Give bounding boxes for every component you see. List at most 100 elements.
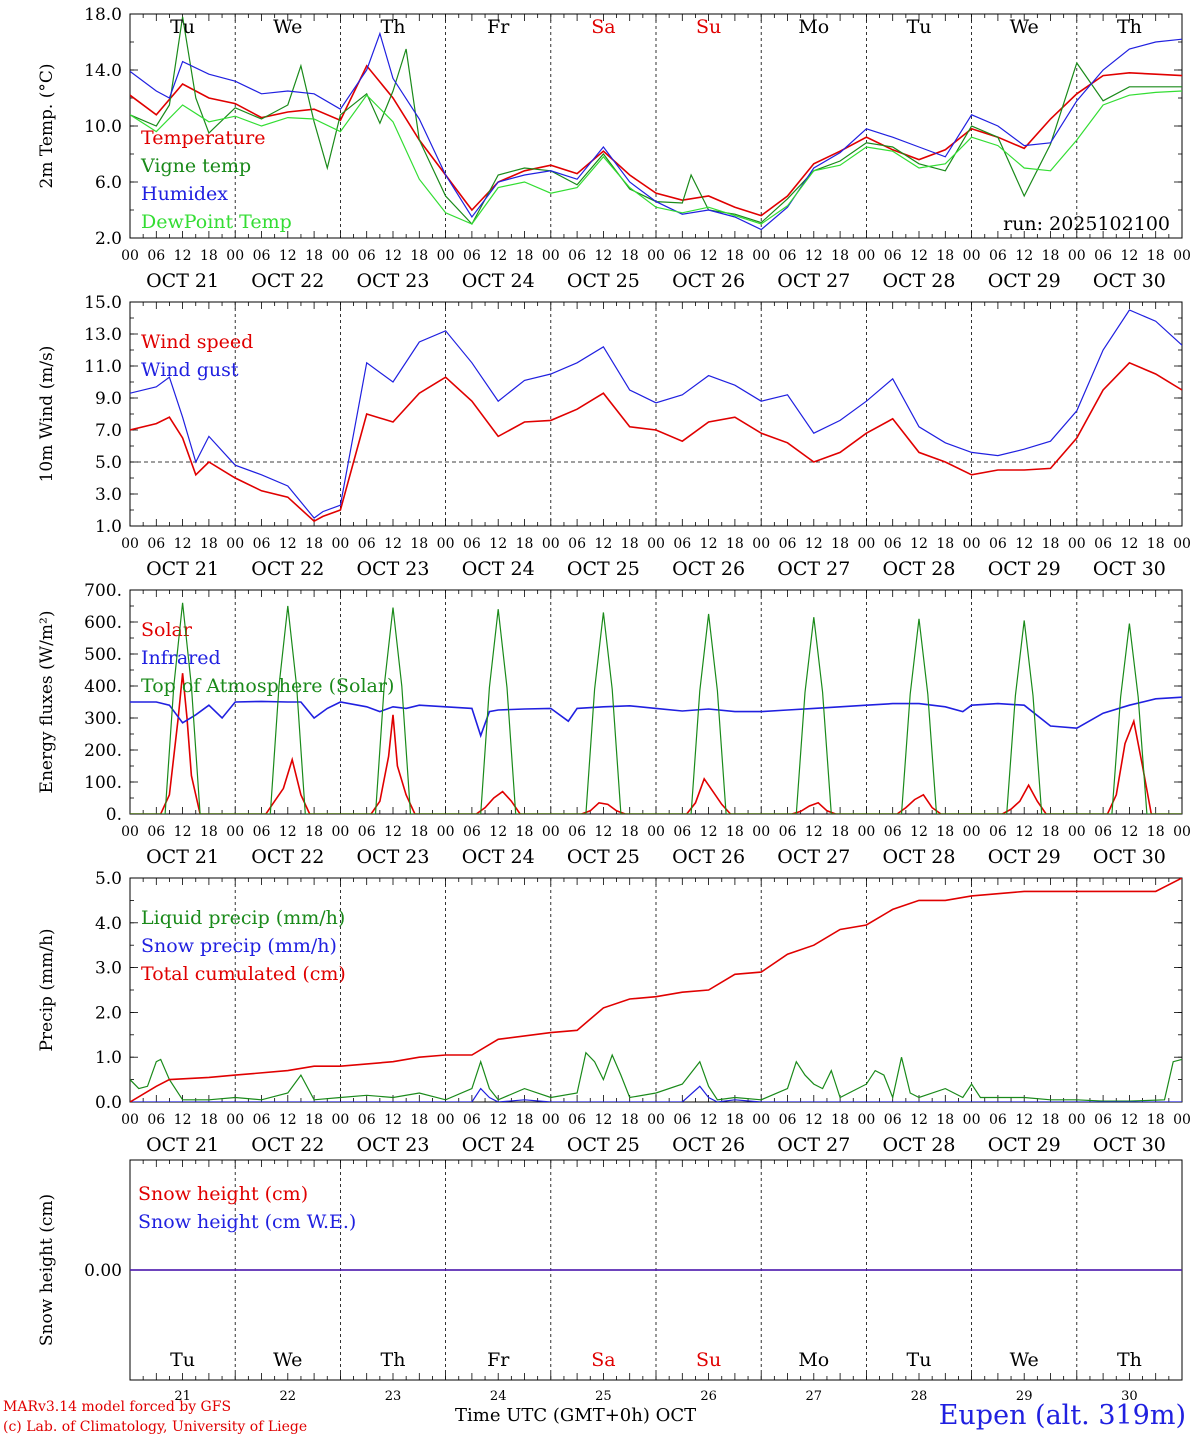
model-credit: MARv3.14 model forced by GFS [3, 1399, 232, 1415]
run-label: run: 2025102100 [1003, 213, 1170, 235]
weekday-label: Th [1117, 16, 1142, 38]
date-label: OCT 25 [567, 558, 640, 580]
hour-tick-label: 00 [752, 1112, 770, 1128]
hour-tick-label: 12 [1120, 824, 1138, 840]
hour-tick-label: 12 [1015, 536, 1033, 552]
hour-tick-label: 12 [910, 536, 928, 552]
series-line-snow-precip-mm-h- [130, 1085, 1182, 1102]
hour-tick-label: 00 [752, 536, 770, 552]
hour-tick-label: 12 [1015, 824, 1033, 840]
hour-tick-label: 12 [174, 824, 192, 840]
hour-tick-label: 00 [437, 536, 455, 552]
hour-tick-label: 00 [1173, 824, 1191, 840]
day-number-label: 30 [1121, 1389, 1138, 1404]
hour-tick-label: 12 [384, 1112, 402, 1128]
date-label: OCT 21 [146, 558, 219, 580]
hour-tick-label: 06 [673, 536, 691, 552]
hour-tick-label: 00 [1068, 1112, 1086, 1128]
weekday-label: Tu [170, 16, 195, 38]
hour-tick-label: 00 [121, 824, 139, 840]
legend-entry: Temperature [141, 127, 265, 149]
hour-tick-label: 06 [779, 536, 797, 552]
date-label: OCT 29 [988, 270, 1061, 292]
weekday-label: We [1010, 16, 1039, 38]
hour-tick-label: 18 [1147, 248, 1165, 264]
date-label: OCT 22 [251, 1134, 324, 1156]
hour-tick-label: 18 [726, 536, 744, 552]
date-label: OCT 23 [356, 558, 429, 580]
hour-tick-label: 06 [1094, 1112, 1112, 1128]
date-label: OCT 21 [146, 1134, 219, 1156]
hour-tick-label: 18 [305, 536, 323, 552]
panel-precip: 0.0 1.0 2.0 3.0 4.0 5.0 Precip (mm/h) Liquid pr… [37, 869, 1191, 1156]
hour-tick-label: 12 [805, 536, 823, 552]
hour-tick-label: 00 [963, 1112, 981, 1128]
hour-tick-label: 06 [358, 1112, 376, 1128]
hour-tick-label: 12 [279, 536, 297, 552]
date-label: OCT 26 [672, 1134, 745, 1156]
day-number-label: 29 [1016, 1389, 1033, 1404]
legend-entry: Top of Atmosphere (Solar) [141, 675, 394, 697]
hour-tick-label: 06 [358, 248, 376, 264]
hour-tick-label: 12 [384, 248, 402, 264]
hour-tick-label: 00 [331, 824, 349, 840]
y-tick-label: 15.0 [84, 293, 122, 313]
y-tick-label: 500. [84, 645, 122, 665]
hour-tick-label: 00 [647, 536, 665, 552]
hour-tick-label: 00 [963, 824, 981, 840]
hour-tick-label: 00 [437, 1112, 455, 1128]
hour-tick-label: 12 [594, 1112, 612, 1128]
date-label: OCT 24 [462, 846, 535, 868]
y-tick-label: 11.0 [84, 357, 122, 377]
date-label: OCT 29 [988, 558, 1061, 580]
hour-tick-label: 06 [147, 248, 165, 264]
hour-tick-label: 00 [437, 824, 455, 840]
weekday-label: We [1010, 1349, 1039, 1371]
y-axis-label: 10m Wind (m/s) [37, 346, 57, 483]
hour-tick-label: 00 [331, 536, 349, 552]
hour-tick-label: 06 [1094, 248, 1112, 264]
y-axis-label: 2m Temp. (°C) [37, 63, 57, 188]
weekday-label: Tu [907, 1349, 932, 1371]
date-label: OCT 26 [672, 846, 745, 868]
hour-tick-label: 06 [463, 1112, 481, 1128]
hour-tick-label: 06 [568, 248, 586, 264]
weekday-label: Sa [591, 1349, 615, 1371]
hour-tick-label: 12 [594, 536, 612, 552]
date-label: OCT 29 [988, 1134, 1061, 1156]
hour-tick-label: 00 [647, 824, 665, 840]
panel-energy: 0. 100. 200. 300. 400. 500. 600. 700. Energy flu… [37, 581, 1191, 868]
y-tick-label: 0. [106, 805, 122, 825]
hour-tick-label: 12 [700, 824, 718, 840]
hour-tick-label: 00 [963, 536, 981, 552]
hour-tick-label: 06 [989, 248, 1007, 264]
hour-tick-label: 18 [936, 536, 954, 552]
hour-tick-label: 06 [463, 248, 481, 264]
hour-tick-label: 12 [384, 536, 402, 552]
date-label: OCT 30 [1093, 846, 1166, 868]
series-line-vigne-temp [130, 16, 1182, 226]
y-tick-label: 1.0 [95, 517, 122, 537]
day-number-label: 24 [490, 1389, 507, 1404]
hour-tick-label: 18 [621, 536, 639, 552]
hour-tick-label: 18 [726, 824, 744, 840]
legend-entry: Snow height (cm) [138, 1183, 308, 1205]
hour-tick-label: 12 [279, 1112, 297, 1128]
day-number-label: 22 [280, 1389, 297, 1404]
hour-tick-label: 18 [516, 248, 534, 264]
date-label: OCT 27 [777, 558, 850, 580]
y-tick-label: 1.0 [95, 1048, 122, 1068]
date-label: OCT 21 [146, 270, 219, 292]
hour-tick-label: 18 [936, 248, 954, 264]
legend-entry: Wind gust [141, 359, 239, 381]
y-tick-label: 3.0 [95, 485, 122, 505]
hour-tick-label: 18 [200, 536, 218, 552]
weekday-label: Th [1117, 1349, 1142, 1371]
legend-entry: Infrared [141, 647, 221, 669]
hour-tick-label: 18 [726, 1112, 744, 1128]
hour-tick-label: 00 [542, 536, 560, 552]
hour-tick-label: 00 [857, 248, 875, 264]
hour-tick-label: 18 [831, 1112, 849, 1128]
hour-tick-label: 00 [226, 824, 244, 840]
date-label: OCT 28 [882, 1134, 955, 1156]
